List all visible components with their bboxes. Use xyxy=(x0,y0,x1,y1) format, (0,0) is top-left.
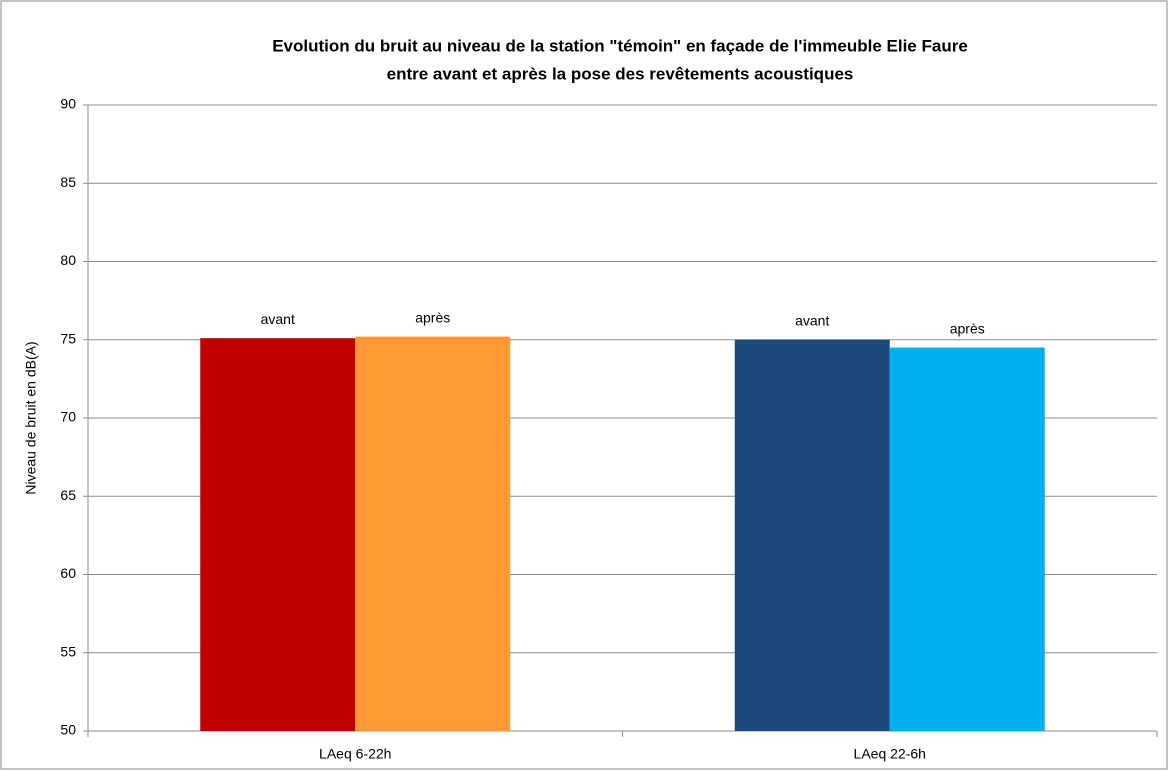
bar xyxy=(889,347,1045,731)
x-tick-label: LAeq 22-6h xyxy=(854,746,926,762)
y-tick-label: 70 xyxy=(60,409,76,425)
x-tick-label: LAeq 6-22h xyxy=(319,746,391,762)
data-label: avant xyxy=(261,311,295,327)
bar xyxy=(734,339,890,731)
y-tick-label: 65 xyxy=(60,487,76,503)
y-axis-label: Niveau de bruit en dB(A) xyxy=(23,341,39,494)
data-label: avant xyxy=(795,312,829,328)
y-tick-label: 55 xyxy=(60,643,76,659)
bar xyxy=(200,338,356,731)
y-tick-label: 85 xyxy=(60,174,76,190)
chart-title: Evolution du bruit au niveau de la stati… xyxy=(272,36,968,55)
chart-title: entre avant et après la pose des revêtem… xyxy=(387,64,854,83)
data-label: après xyxy=(415,309,450,325)
y-tick-label: 75 xyxy=(60,330,76,346)
data-label: après xyxy=(950,320,985,336)
y-tick-label: 60 xyxy=(60,565,76,581)
y-tick-label: 90 xyxy=(60,96,76,112)
y-tick-label: 50 xyxy=(60,722,76,738)
bar xyxy=(355,336,511,731)
y-tick-label: 80 xyxy=(60,252,76,268)
